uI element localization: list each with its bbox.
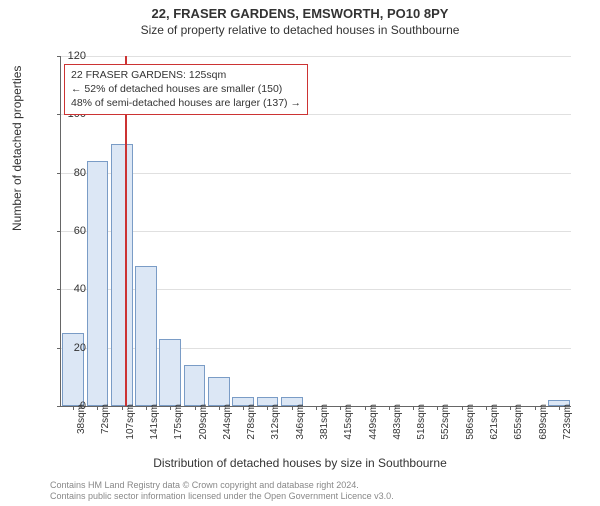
ytick-label: 40: [46, 283, 86, 295]
xtick-label: 141sqm: [149, 404, 160, 454]
xtick-label: 723sqm: [562, 404, 573, 454]
xtick-label: 175sqm: [173, 404, 184, 454]
xtick-mark: [486, 406, 487, 410]
xtick-mark: [462, 406, 463, 410]
xtick-label: 483sqm: [392, 404, 403, 454]
ytick-label: 80: [46, 167, 86, 179]
xtick-mark: [195, 406, 196, 410]
bar: [208, 377, 230, 406]
bar: [184, 365, 206, 406]
xtick-label: 244sqm: [222, 404, 233, 454]
info-line-1: 22 FRASER GARDENS: 125sqm: [71, 68, 301, 82]
xtick-mark: [292, 406, 293, 410]
xtick-label: 655sqm: [513, 404, 524, 454]
xtick-label: 209sqm: [198, 404, 209, 454]
info-box: 22 FRASER GARDENS: 125sqm← 52% of detach…: [64, 64, 308, 115]
grid-line: [61, 173, 571, 174]
xtick-mark: [146, 406, 147, 410]
xtick-mark: [365, 406, 366, 410]
bar: [159, 339, 181, 406]
ytick-label: 20: [46, 342, 86, 354]
xtick-label: 381sqm: [319, 404, 330, 454]
xtick-label: 518sqm: [416, 404, 427, 454]
xtick-label: 107sqm: [125, 404, 136, 454]
xtick-mark: [559, 406, 560, 410]
xtick-mark: [97, 406, 98, 410]
xtick-mark: [243, 406, 244, 410]
xtick-mark: [316, 406, 317, 410]
xtick-mark: [267, 406, 268, 410]
chart-subtitle: Size of property relative to detached ho…: [0, 23, 600, 37]
ytick-label: 60: [46, 225, 86, 237]
xtick-label: 72sqm: [100, 404, 111, 454]
info-line-3: 48% of semi-detached houses are larger (…: [71, 96, 301, 110]
xtick-label: 689sqm: [538, 404, 549, 454]
xtick-mark: [389, 406, 390, 410]
xtick-label: 552sqm: [440, 404, 451, 454]
ytick-label: 120: [46, 50, 86, 62]
xtick-mark: [437, 406, 438, 410]
xtick-label: 621sqm: [489, 404, 500, 454]
y-axis-label: Number of detached properties: [10, 66, 24, 231]
xtick-mark: [219, 406, 220, 410]
xtick-mark: [340, 406, 341, 410]
chart-title: 22, FRASER GARDENS, EMSWORTH, PO10 8PY: [0, 6, 600, 21]
x-axis-label: Distribution of detached houses by size …: [0, 456, 600, 470]
bar: [135, 266, 157, 406]
xtick-label: 38sqm: [76, 404, 87, 454]
grid-line: [61, 56, 571, 57]
bar: [87, 161, 109, 406]
xtick-label: 312sqm: [270, 404, 281, 454]
info-line-2: ← 52% of detached houses are smaller (15…: [71, 82, 301, 96]
footer-line1: Contains HM Land Registry data © Crown c…: [50, 480, 394, 491]
xtick-mark: [170, 406, 171, 410]
xtick-label: 278sqm: [246, 404, 257, 454]
footer-line2: Contains public sector information licen…: [50, 491, 394, 502]
xtick-label: 346sqm: [295, 404, 306, 454]
grid-line: [61, 231, 571, 232]
bar: [111, 144, 133, 407]
xtick-mark: [510, 406, 511, 410]
xtick-label: 415sqm: [343, 404, 354, 454]
xtick-mark: [535, 406, 536, 410]
xtick-label: 449sqm: [368, 404, 379, 454]
xtick-mark: [413, 406, 414, 410]
xtick-mark: [122, 406, 123, 410]
xtick-label: 586sqm: [465, 404, 476, 454]
footer-attribution: Contains HM Land Registry data © Crown c…: [50, 480, 394, 503]
